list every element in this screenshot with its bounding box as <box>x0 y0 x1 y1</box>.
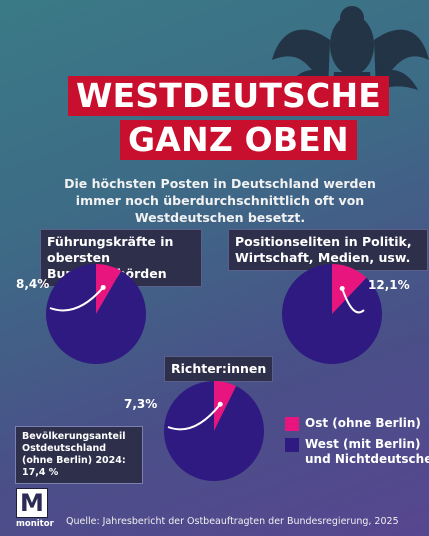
population-share-note: Bevölkerungsanteil Ostdeutschland (ohne … <box>15 426 143 484</box>
pie-slice-fuehrungskraefte-east <box>96 264 122 314</box>
legend-label-west: West (mit Berlin) und Nichtdeutsche <box>305 437 429 466</box>
pointer-arrow-head-positionseliten <box>339 285 345 291</box>
pointer-arrow-head-fuehrungskraefte <box>100 284 106 290</box>
data-label-positionseliten: 12,1% <box>368 278 410 292</box>
legend-swatch-west <box>285 438 299 452</box>
legend-label-east: Ost (ohne Berlin) <box>305 416 421 430</box>
logo-name: monitor <box>16 519 54 529</box>
subtitle: Die höchsten Posten in Deutschland werde… <box>64 176 376 225</box>
data-label-fuehrungskraefte: 8,4% <box>16 277 50 291</box>
legend-item-east: Ost (ohne Berlin) <box>285 416 421 431</box>
source-note: Quelle: Jahresbericht der Ostbeauftragte… <box>66 516 399 527</box>
pointer-arrow-fuehrungskraefte <box>49 286 104 312</box>
pie-slice-fuehrungskraefte-west <box>45 264 146 364</box>
pointer-arrow-head-richter <box>217 401 223 407</box>
pie-slice-richter-west <box>164 381 265 481</box>
title-line-2: GANZ OBEN <box>120 120 357 160</box>
chart-title-positionseliten: Positionseliten in Politik, Wirtschaft, … <box>228 229 428 271</box>
pie-slice-positionseliten-west <box>282 264 382 364</box>
logo-mark: M <box>16 488 48 518</box>
title-line-1: WESTDEUTSCHE <box>68 76 390 116</box>
pie-slice-richter-east <box>214 381 237 431</box>
monitor-logo-icon: M monitor <box>16 488 54 529</box>
pointer-arrow-richter <box>167 403 222 431</box>
legend-swatch-east <box>285 417 299 431</box>
pointer-arrow-positionseliten <box>341 288 365 314</box>
pie-slice-positionseliten-east <box>332 264 367 314</box>
legend-item-west: West (mit Berlin) und Nichtdeutsche <box>285 437 429 467</box>
data-label-richter: 7,3% <box>124 397 158 411</box>
